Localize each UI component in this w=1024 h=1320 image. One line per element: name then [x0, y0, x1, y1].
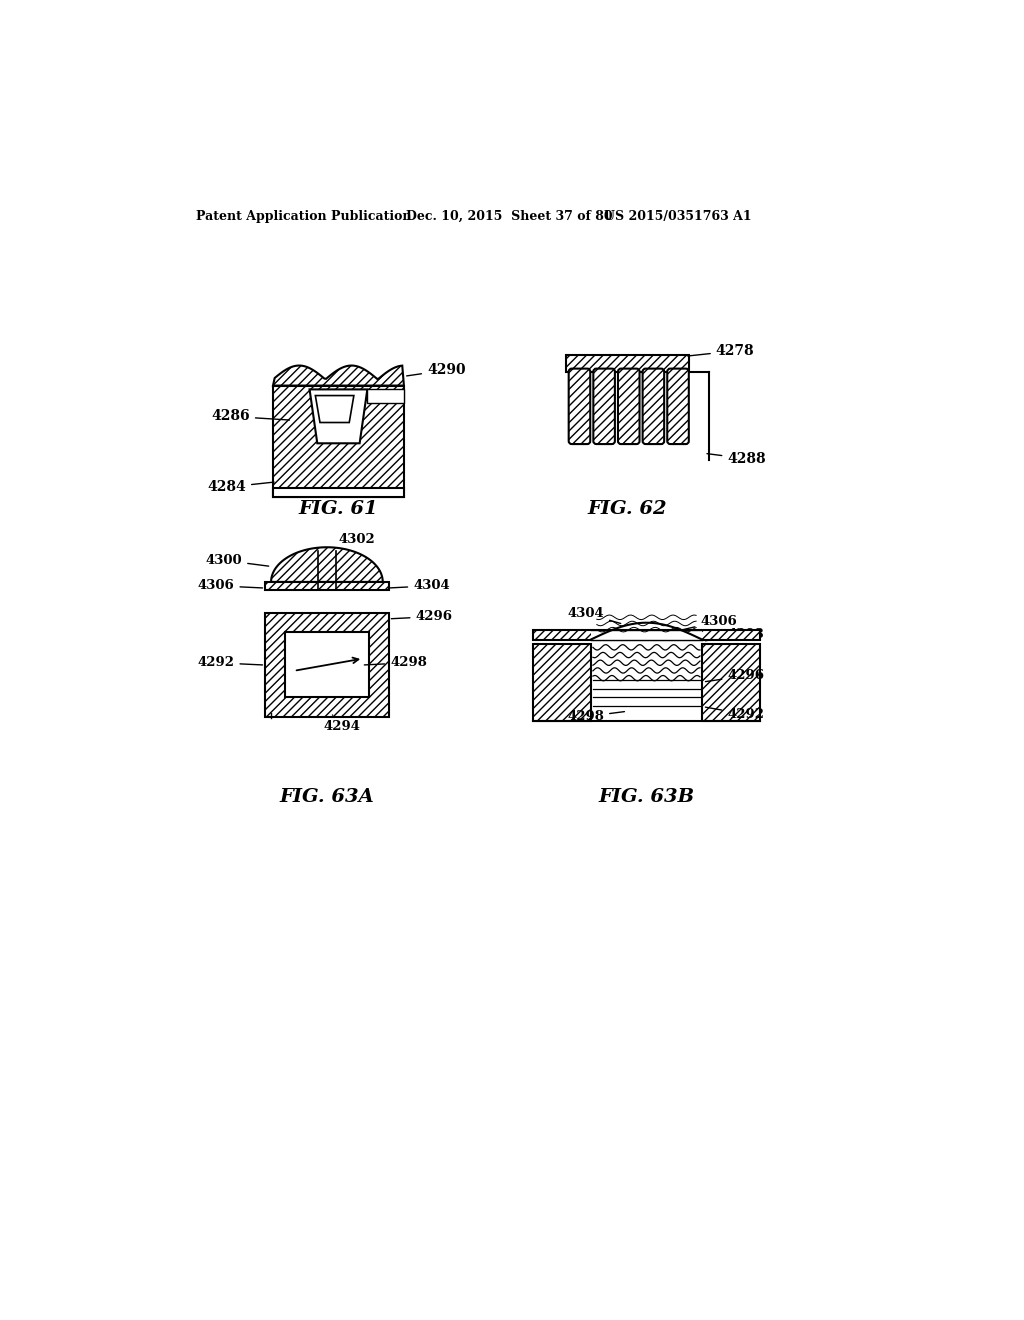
Text: FIG. 61: FIG. 61 — [299, 500, 378, 517]
Bar — [591, 631, 702, 640]
Bar — [265, 612, 388, 717]
FancyBboxPatch shape — [668, 368, 689, 444]
Bar — [702, 644, 760, 721]
Bar — [565, 355, 689, 372]
Text: 4288: 4288 — [707, 451, 766, 466]
Bar — [265, 582, 388, 590]
FancyBboxPatch shape — [643, 368, 665, 444]
Text: 4296: 4296 — [706, 669, 764, 682]
Text: FIG. 63A: FIG. 63A — [280, 788, 375, 807]
Bar — [702, 644, 760, 721]
FancyBboxPatch shape — [568, 368, 590, 444]
Bar — [265, 582, 388, 590]
Text: US 2015/0351763 A1: US 2015/0351763 A1 — [604, 210, 752, 223]
Bar — [532, 631, 760, 640]
Polygon shape — [271, 548, 383, 582]
Text: 4294: 4294 — [323, 715, 360, 733]
Text: 4306: 4306 — [676, 615, 737, 631]
Text: 4298: 4298 — [567, 710, 625, 723]
Bar — [368, 389, 403, 404]
Text: Dec. 10, 2015  Sheet 37 of 80: Dec. 10, 2015 Sheet 37 of 80 — [407, 210, 612, 223]
Bar — [273, 385, 403, 498]
Polygon shape — [273, 366, 403, 385]
Bar — [532, 644, 591, 721]
Polygon shape — [309, 389, 368, 444]
Bar — [273, 385, 403, 498]
Text: 4298: 4298 — [365, 656, 427, 669]
Text: 4296: 4296 — [391, 610, 453, 623]
Bar — [285, 632, 370, 697]
Bar — [565, 355, 689, 372]
Text: 4304: 4304 — [567, 607, 621, 623]
Text: 4304: 4304 — [390, 579, 450, 593]
Bar — [532, 631, 760, 640]
FancyBboxPatch shape — [593, 368, 614, 444]
Text: 4290: 4290 — [407, 363, 466, 378]
FancyBboxPatch shape — [617, 368, 640, 444]
Bar — [532, 644, 591, 721]
Text: 4284: 4284 — [207, 480, 274, 494]
Text: 4302: 4302 — [331, 533, 375, 549]
Text: FIG. 62: FIG. 62 — [588, 500, 667, 517]
Text: 4306: 4306 — [198, 579, 262, 593]
Bar — [265, 612, 388, 717]
Text: Patent Application Publication: Patent Application Publication — [196, 210, 412, 223]
Polygon shape — [315, 396, 354, 422]
Text: 4278: 4278 — [688, 345, 755, 358]
Text: 4300: 4300 — [206, 554, 268, 566]
Text: 4308: 4308 — [706, 628, 764, 640]
Bar — [273, 488, 403, 498]
Text: 4292: 4292 — [706, 708, 764, 721]
Text: 4286: 4286 — [211, 409, 290, 424]
Text: 4292: 4292 — [198, 656, 262, 669]
Text: FIG. 63B: FIG. 63B — [598, 788, 694, 807]
